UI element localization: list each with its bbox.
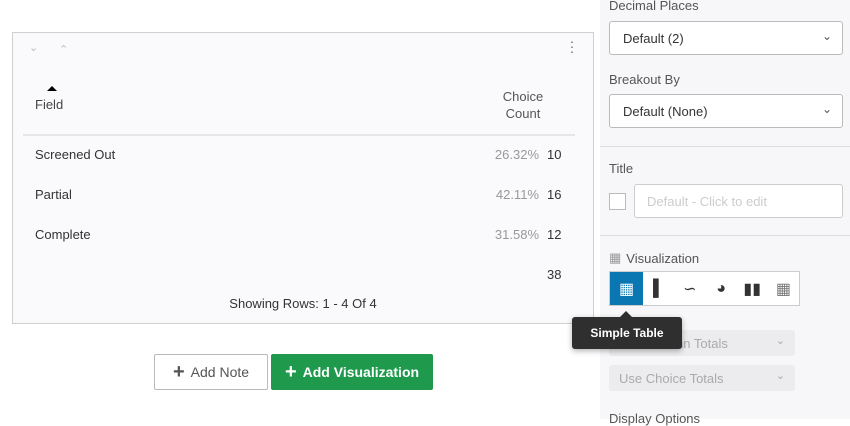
visualization-icon: ▦ xyxy=(609,250,622,265)
chevron-down-icon: ⌄ xyxy=(821,102,832,116)
visualization-heading: ▦ Visualization xyxy=(609,250,699,266)
percent-cell: 42.11% xyxy=(495,187,539,202)
tooltip: Simple Table xyxy=(572,311,682,349)
visualization-label: Visualization xyxy=(626,250,700,266)
count-cell: 16 xyxy=(547,187,562,202)
showing-rows: Showing Rows: 1 - 4 Of 4 xyxy=(229,296,377,311)
field-cell: Complete xyxy=(35,227,91,242)
percent-cell: 31.58% xyxy=(494,227,539,242)
table-row: Screened Out 26.32% 10 xyxy=(35,147,575,167)
total-count: 38 xyxy=(547,267,562,282)
chevron-up-icon[interactable]: ⌃ xyxy=(59,44,69,56)
add-visualization-label: Add Visualization xyxy=(302,364,420,380)
simple-table-icon[interactable]: ▦ xyxy=(610,272,644,305)
table-row: Partial 42.11% 16 xyxy=(35,187,575,207)
more-options-icon[interactable]: · · · xyxy=(569,33,575,59)
breakout-by-select[interactable]: Default (None) ⌄ xyxy=(609,94,843,128)
plus-icon: + xyxy=(284,361,297,383)
field-cell: Partial xyxy=(35,187,72,202)
sort-ascending-icon[interactable] xyxy=(47,86,57,91)
decimal-places-label: Decimal Places xyxy=(609,0,699,13)
title-label: Title xyxy=(609,161,634,176)
table-row: Complete 31.58% 12 xyxy=(35,227,575,247)
choice-totals-select[interactable]: Use Choice Totals ⌄ xyxy=(609,365,795,391)
pie-chart-icon[interactable]: ◕ xyxy=(716,279,726,297)
divider xyxy=(600,146,850,147)
count-cell: 10 xyxy=(547,147,562,162)
chevron-down-icon: ⌄ xyxy=(821,29,832,43)
chevron-down-icon: ⌄ xyxy=(775,335,785,347)
add-visualization-button[interactable]: + Add Visualization xyxy=(271,354,433,390)
decimal-places-value: Default (2) xyxy=(623,31,684,46)
heat-map-icon[interactable]: ▦ xyxy=(775,280,791,298)
table-widget: ⌄ ⌃ · · · Field Choice Count Screened Out 2… xyxy=(12,32,594,324)
column-header-choice-count[interactable]: Choice Count xyxy=(502,89,544,121)
divider xyxy=(600,235,850,236)
add-note-label: Add Note xyxy=(190,364,250,380)
choice-totals-value: Use Choice Totals xyxy=(619,371,724,386)
title-input[interactable]: Default - Click to edit xyxy=(634,184,843,218)
plus-icon: + xyxy=(172,361,185,383)
chevron-down-icon[interactable]: ⌄ xyxy=(29,42,39,54)
breakdown-bar-icon[interactable]: ▮▮ xyxy=(743,280,762,298)
count-cell: 12 xyxy=(547,227,562,242)
chevron-down-icon: ⌄ xyxy=(775,370,785,382)
percent-cell: 26.32% xyxy=(494,147,539,162)
bar-chart-icon[interactable]: ▌​ xyxy=(653,279,665,297)
divider xyxy=(23,134,575,136)
breakout-by-value: Default (None) xyxy=(623,104,708,119)
field-cell: Screened Out xyxy=(35,147,116,162)
column-header-field[interactable]: Field xyxy=(35,97,64,112)
title-checkbox[interactable] xyxy=(609,193,626,210)
breakout-by-label: Breakout By xyxy=(609,72,680,87)
settings-panel: Decimal Places Default (2) ⌄ Breakout By … xyxy=(600,0,850,426)
decimal-places-select[interactable]: Default (2) ⌄ xyxy=(609,21,843,55)
add-note-button[interactable]: + Add Note xyxy=(154,354,268,390)
line-chart-icon[interactable]: ∽ xyxy=(683,280,697,298)
visualization-type-selector: ▦ ▌​ ∽ ◕ ▮▮ ▦ xyxy=(609,271,800,306)
